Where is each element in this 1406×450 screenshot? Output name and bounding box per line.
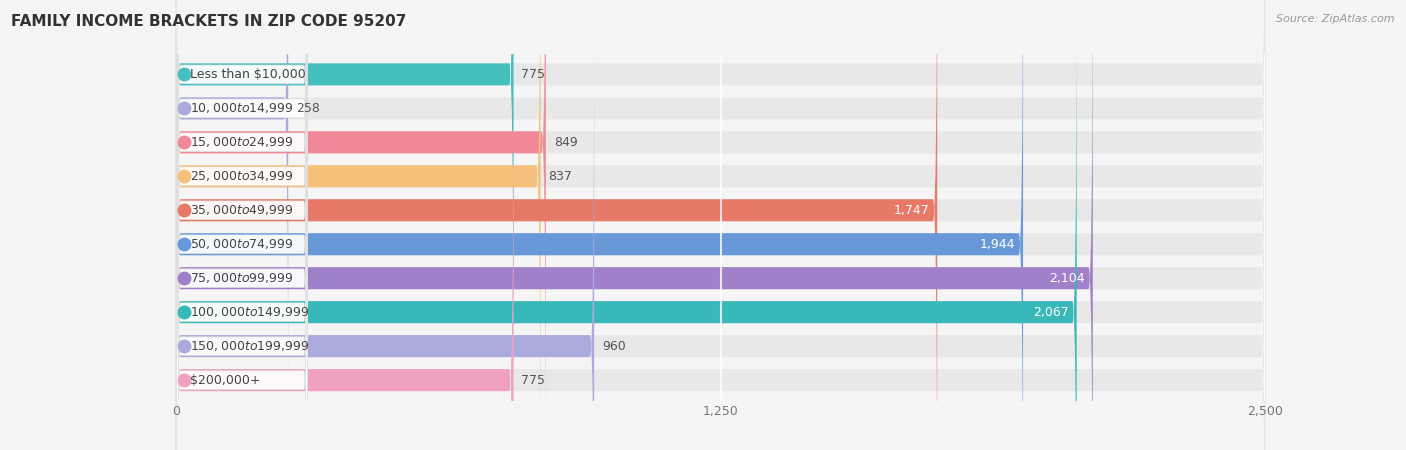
- FancyBboxPatch shape: [176, 0, 1092, 450]
- Text: $100,000 to $149,999: $100,000 to $149,999: [190, 305, 309, 319]
- Text: $10,000 to $14,999: $10,000 to $14,999: [190, 101, 294, 115]
- FancyBboxPatch shape: [176, 0, 1265, 450]
- Text: $200,000+: $200,000+: [190, 374, 260, 387]
- Text: Less than $10,000: Less than $10,000: [190, 68, 305, 81]
- FancyBboxPatch shape: [177, 0, 308, 450]
- FancyBboxPatch shape: [176, 0, 540, 450]
- FancyBboxPatch shape: [176, 0, 1265, 450]
- FancyBboxPatch shape: [176, 18, 595, 450]
- Text: 2,067: 2,067: [1033, 306, 1069, 319]
- FancyBboxPatch shape: [176, 0, 1265, 450]
- FancyBboxPatch shape: [177, 0, 308, 439]
- FancyBboxPatch shape: [176, 0, 938, 450]
- Text: 1,747: 1,747: [894, 204, 929, 217]
- Text: 775: 775: [522, 68, 546, 81]
- FancyBboxPatch shape: [176, 0, 1265, 437]
- FancyBboxPatch shape: [176, 0, 513, 403]
- FancyBboxPatch shape: [177, 16, 308, 450]
- Text: $50,000 to $74,999: $50,000 to $74,999: [190, 237, 294, 251]
- FancyBboxPatch shape: [177, 0, 308, 337]
- Text: $35,000 to $49,999: $35,000 to $49,999: [190, 203, 294, 217]
- FancyBboxPatch shape: [176, 0, 1077, 450]
- FancyBboxPatch shape: [176, 0, 288, 437]
- Text: $75,000 to $99,999: $75,000 to $99,999: [190, 271, 294, 285]
- Text: 775: 775: [522, 374, 546, 387]
- FancyBboxPatch shape: [176, 0, 1265, 450]
- FancyBboxPatch shape: [177, 0, 308, 371]
- FancyBboxPatch shape: [177, 84, 308, 450]
- Text: $25,000 to $34,999: $25,000 to $34,999: [190, 169, 294, 183]
- FancyBboxPatch shape: [176, 51, 513, 450]
- Text: FAMILY INCOME BRACKETS IN ZIP CODE 95207: FAMILY INCOME BRACKETS IN ZIP CODE 95207: [11, 14, 406, 28]
- Text: 258: 258: [297, 102, 321, 115]
- FancyBboxPatch shape: [176, 0, 1024, 450]
- Text: 1,944: 1,944: [980, 238, 1015, 251]
- Text: $150,000 to $199,999: $150,000 to $199,999: [190, 339, 309, 353]
- FancyBboxPatch shape: [176, 51, 1265, 450]
- FancyBboxPatch shape: [176, 18, 1265, 450]
- Text: $15,000 to $24,999: $15,000 to $24,999: [190, 135, 294, 149]
- FancyBboxPatch shape: [176, 0, 546, 450]
- FancyBboxPatch shape: [176, 0, 1265, 450]
- FancyBboxPatch shape: [177, 0, 308, 450]
- Text: 837: 837: [548, 170, 572, 183]
- Text: Source: ZipAtlas.com: Source: ZipAtlas.com: [1277, 14, 1395, 23]
- FancyBboxPatch shape: [177, 0, 308, 405]
- FancyBboxPatch shape: [177, 50, 308, 450]
- Text: 2,104: 2,104: [1049, 272, 1085, 285]
- FancyBboxPatch shape: [176, 0, 1265, 403]
- FancyBboxPatch shape: [177, 118, 308, 450]
- Text: 849: 849: [554, 136, 578, 149]
- Text: 960: 960: [602, 340, 626, 353]
- FancyBboxPatch shape: [176, 0, 1265, 450]
